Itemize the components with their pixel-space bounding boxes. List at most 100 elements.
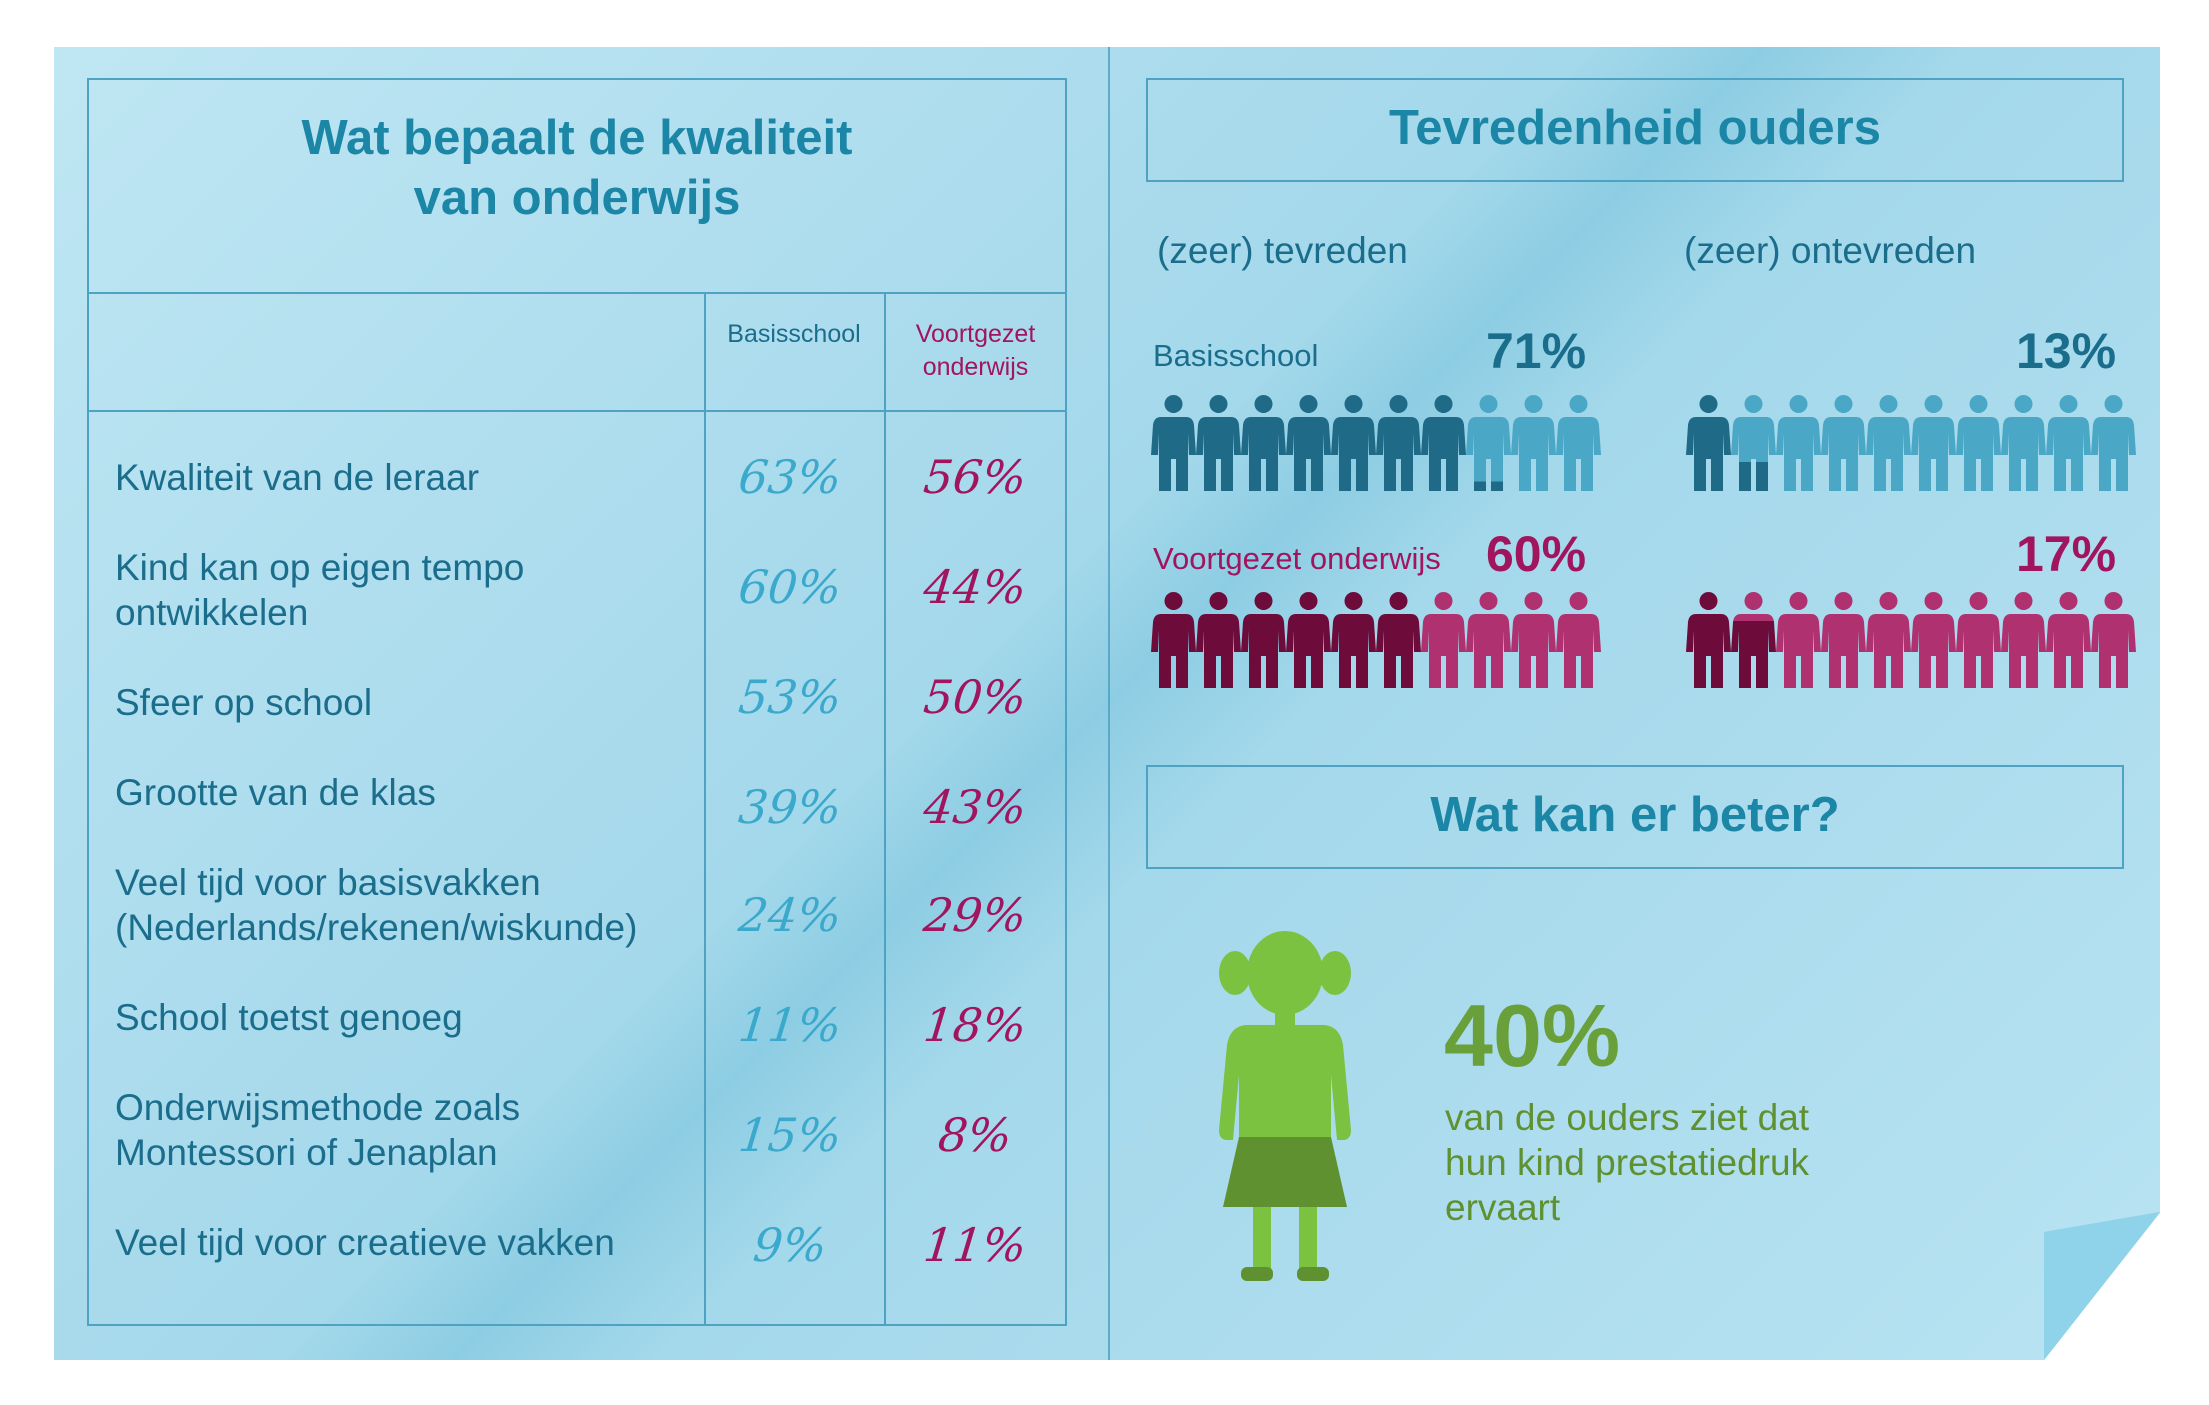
improvement-text: van de ouders ziet dat hun kind prestati… [1445,1095,1809,1230]
basis-percent: 9% [750,1218,830,1272]
row-label: Onderwijsmethode zoals Montessori of Jen… [115,1085,520,1175]
basis-satisfied-icons [1151,393,1601,493]
vo-dissatisfied-icons [1686,590,2136,690]
row-label-line1: School toetst genoeg [115,997,463,1038]
vo-percent: 50% [921,670,1029,724]
person-icon [2046,592,2091,688]
vo-percent: 18% [921,998,1029,1052]
table-title-line1: Wat bepaalt de kwaliteit [301,111,853,165]
column-divider-2 [884,292,886,1326]
person-icon [1151,592,1196,688]
person-icon [1466,592,1511,688]
person-icon [1511,395,1556,491]
column-header-voortgezet: Voortgezet onderwijs [884,318,1067,384]
basis-dissatisfied-percent: 13% [2016,323,2117,379]
person-icon [1376,592,1421,688]
person-icon [1556,395,1601,491]
vo-percent: 29% [921,888,1029,942]
row-label-line1: Grootte van de klas [115,772,436,813]
person-icon [1151,395,1196,491]
vo-group-label: Voortgezet onderwijs [1153,541,1441,576]
basis-percent: 11% [736,998,844,1052]
basis-percent: 24% [736,888,844,942]
vo-percent: 56% [921,450,1029,504]
person-icon [1776,395,1821,491]
background-sheet [54,47,2160,1360]
row-label-line1: Veel tijd voor basisvakken [115,862,541,903]
row-label-line1: Kwaliteit van de leraar [115,457,480,498]
person-icon [1376,395,1421,491]
basis-satisfied-percent: 71% [1486,323,1587,379]
basis-percent: 39% [736,780,844,834]
row-label: Veel tijd voor basisvakken (Nederlands/r… [115,860,637,950]
person-icon [1556,592,1601,688]
person-icon [1196,395,1241,491]
person-icon [1821,395,1866,491]
column-divider-1 [704,292,706,1326]
dissatisfied-label: (zeer) ontevreden [1684,230,1977,271]
vo-percent: 43% [921,780,1029,834]
column-header-basisschool: Basisschool [704,318,884,351]
basis-percent: 53% [736,670,844,724]
person-icon [1286,395,1331,491]
satisfaction-title: Tevredenheid ouders [1389,101,1881,155]
improvement-text-line2: hun kind prestatiedruk [1445,1142,1810,1183]
vo-percent: 8% [935,1108,1015,1162]
person-icon [1956,592,2001,688]
row-label: Grootte van de klas [115,770,436,815]
person-icon [1286,592,1331,688]
column-header-basisschool-text: Basisschool [727,320,861,348]
person-icon [1196,592,1241,688]
row-label: Sfeer op school [115,680,372,725]
person-icon [1956,395,2001,491]
row-label-line1: Veel tijd voor creatieve vakken [115,1222,615,1263]
basis-dissatisfied-icons [1686,393,2136,493]
person-icon [1331,395,1376,491]
person-icon [1821,592,1866,688]
person-icon [1421,592,1466,688]
person-icon [1911,395,1956,491]
table-frame [87,78,1067,1326]
improvement-text-line3: ervaart [1445,1187,1561,1228]
person-icon [1686,592,1731,688]
person-icon [1731,592,1776,688]
person-icon [2046,395,2091,491]
vo-percent: 11% [921,1218,1029,1272]
person-icon [2091,395,2136,491]
row-label-line2: ontwikkelen [115,592,309,633]
row-label-line2: Montessori of Jenaplan [115,1132,498,1173]
person-icon [1866,395,1911,491]
basis-percent: 60% [736,560,844,614]
person-icon [1466,395,1511,491]
person-icon [1686,395,1731,491]
person-icon [1511,592,1556,688]
satisfaction-title-box [1146,78,2124,182]
person-icon [2001,592,2046,688]
row-label-line1: Onderwijsmethode zoals [115,1087,521,1128]
girl-icon [1219,931,1351,1281]
row-label-line1: Sfeer op school [115,682,373,723]
row-label-line1: Kind kan op eigen tempo [115,547,525,588]
table-title: Wat bepaalt de kwaliteit van onderwijs [87,108,1067,228]
basis-percent: 15% [736,1108,844,1162]
person-icon [1331,592,1376,688]
satisfied-label: (zeer) tevreden [1157,230,1408,271]
improvement-title-box [1146,765,2124,869]
vo-satisfied-icons [1151,590,1601,690]
row-label: Kind kan op eigen tempo ontwikkelen [115,545,524,635]
person-icon [1776,592,1821,688]
improvement-percent: 40% [1444,986,1621,1085]
row-label: Veel tijd voor creatieve vakken [115,1220,615,1265]
vo-dissatisfied-percent: 17% [2016,526,2117,582]
person-icon [1421,395,1466,491]
person-icon [1241,395,1286,491]
person-icon [2001,395,2046,491]
row-label: Kwaliteit van de leraar [115,455,479,500]
column-header-voortgezet-line2: onderwijs [922,353,1029,381]
improvement-title: Wat kan er beter? [1430,788,1840,842]
row-label-line2: (Nederlands/rekenen/wiskunde) [115,907,638,948]
title-divider [87,292,1067,294]
basis-percent: 63% [736,450,844,504]
person-icon [2091,592,2136,688]
